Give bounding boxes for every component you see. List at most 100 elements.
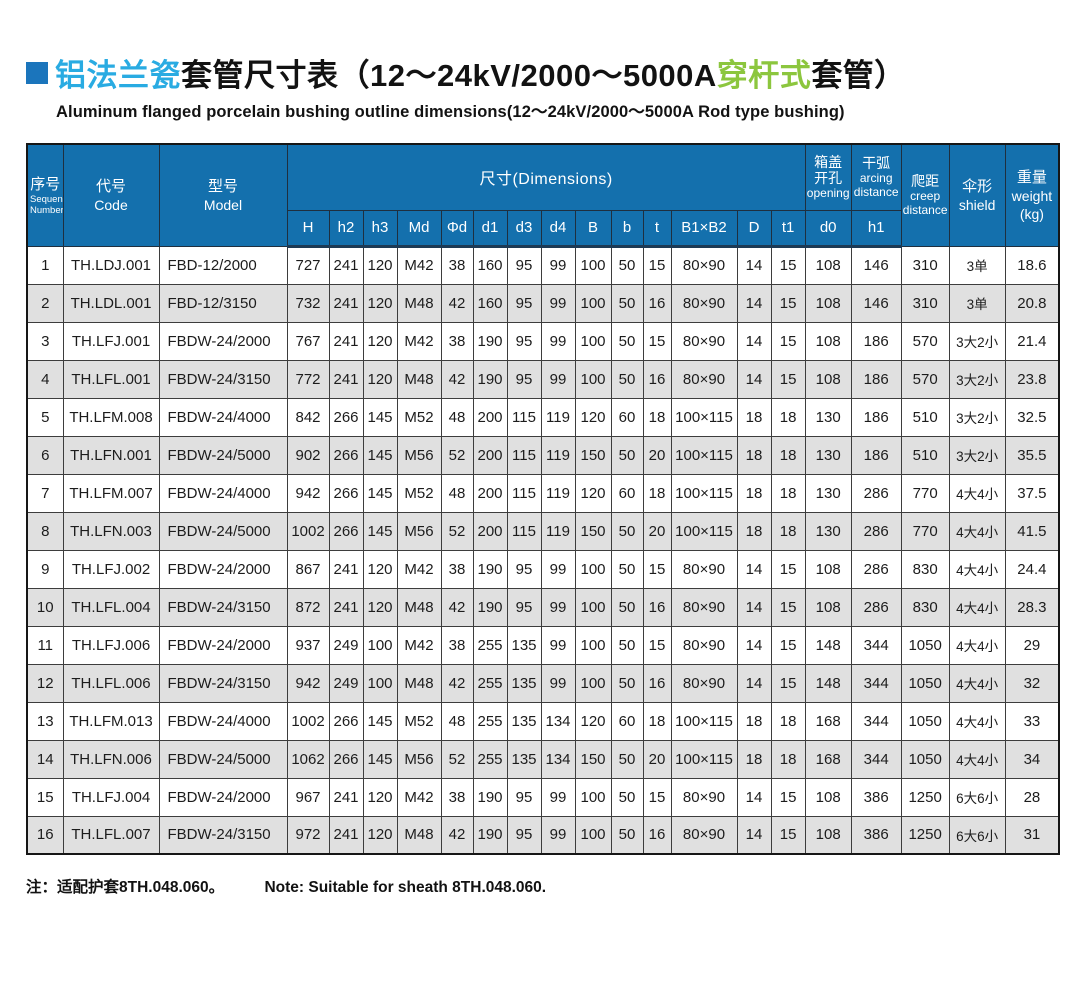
cell-code-row7: TH.LFM.007 (62, 473, 160, 513)
title-zh-mid: 套管尺寸表（12～24kV/2000～5000A (181, 58, 717, 93)
cell-h1-row11: 344 (850, 625, 902, 665)
header-seq-zh: 序号 (30, 175, 61, 193)
cell-model-row12: FBDW-24/3150 (158, 663, 288, 703)
cell-weight-row4: 23.8 (1004, 359, 1060, 399)
header-code-zh: 代号 (95, 177, 126, 195)
cell-t-row7: 18 (642, 473, 672, 513)
cell-t1-row2: 15 (770, 283, 806, 323)
cell-d4-row5: 119 (540, 397, 576, 437)
cell-d3-row11: 135 (506, 625, 542, 665)
cell-weight-row1: 18.6 (1004, 245, 1060, 285)
cell-d1-row13: 255 (472, 701, 508, 741)
cell-h1-row1: 146 (850, 245, 902, 285)
cell-model-row2: FBD-12/3150 (158, 283, 288, 323)
cell-Phid-row4: 42 (440, 359, 474, 399)
cell-Phid-row8: 52 (440, 511, 474, 551)
cell-creep-row16: 1250 (900, 815, 950, 855)
cell-b-row9: 50 (610, 549, 644, 589)
header-sequence-number: 序号 Sequence Number (26, 143, 64, 247)
cell-t-row11: 15 (642, 625, 672, 665)
header-model: 型号 Model (158, 143, 288, 247)
cell-H-row9: 867 (286, 549, 330, 589)
cell-weight-row9: 24.4 (1004, 549, 1060, 589)
cell-D-row14: 18 (736, 739, 772, 779)
header-dimensions-group: 尺寸(Dimensions) (286, 143, 806, 211)
table-row-16: 16 TH.LFL.007 FBDW-24/3150 972 241 120 M48 42 19… (26, 815, 1060, 855)
cell-weight-row8: 41.5 (1004, 511, 1060, 551)
cell-h3-row3: 120 (362, 321, 398, 361)
cell-H-row7: 942 (286, 473, 330, 513)
cell-model-row3: FBDW-24/2000 (158, 321, 288, 361)
cell-b-row10: 50 (610, 587, 644, 627)
header-creep-en2: distance (902, 203, 948, 218)
cell-shield-row10: 4大4小 (948, 587, 1006, 627)
cell-h3-row1: 120 (362, 245, 398, 285)
cell-h2-row13: 266 (328, 701, 364, 741)
cell-d1-row14: 255 (472, 739, 508, 779)
cell-d3-row14: 135 (506, 739, 542, 779)
cell-t1-row11: 15 (770, 625, 806, 665)
cell-b-row1: 50 (610, 245, 644, 285)
cell-b-row3: 50 (610, 321, 644, 361)
cell-creep-row4: 570 (900, 359, 950, 399)
cell-h2-row14: 266 (328, 739, 364, 779)
cell-B1xB2-row5: 100×115 (670, 397, 738, 437)
header-weight: 重量 weight (kg) (1004, 143, 1060, 247)
header-arcing-distance: 干弧 arcing distance (850, 143, 902, 211)
cell-D-row12: 14 (736, 663, 772, 703)
cell-d1-row15: 190 (472, 777, 508, 817)
cell-creep-row10: 830 (900, 587, 950, 627)
header-model-zh: 型号 (207, 177, 238, 195)
cell-h1-row9: 286 (850, 549, 902, 589)
table-row-11: 11 TH.LFJ.006 FBDW-24/2000 937 249 100 M42 38 25… (26, 625, 1060, 665)
cell-Md-row2: M48 (396, 283, 442, 323)
cell-B-row8: 150 (574, 511, 612, 551)
cell-Md-row13: M52 (396, 701, 442, 741)
note-en: Note: Suitable for sheath 8TH.048.060. (264, 879, 547, 896)
header-shield-en: shield (958, 196, 996, 213)
cell-t1-row6: 18 (770, 435, 806, 475)
cell-t-row12: 16 (642, 663, 672, 703)
cell-weight-row15: 28 (1004, 777, 1060, 817)
cell-weight-row5: 32.5 (1004, 397, 1060, 437)
cell-B1xB2-row11: 80×90 (670, 625, 738, 665)
cell-Phid-row1: 38 (440, 245, 474, 285)
cell-d0-row9: 108 (804, 549, 852, 589)
cell-seq-row1: 1 (26, 245, 64, 285)
cell-B1xB2-row7: 100×115 (670, 473, 738, 513)
cell-h2-row16: 241 (328, 815, 364, 855)
cell-d1-row8: 200 (472, 511, 508, 551)
header-weight-en: weight (1011, 187, 1053, 204)
cell-B-row10: 100 (574, 587, 612, 627)
cell-h2-row8: 266 (328, 511, 364, 551)
cell-h2-row11: 249 (328, 625, 364, 665)
header-opening: 箱盖 开孔 opening (804, 143, 852, 211)
header-shield: 伞形 shield (948, 143, 1006, 247)
cell-t1-row9: 15 (770, 549, 806, 589)
cell-H-row4: 772 (286, 359, 330, 399)
cell-B1xB2-row2: 80×90 (670, 283, 738, 323)
cell-d3-row7: 115 (506, 473, 542, 513)
cell-creep-row1: 310 (900, 245, 950, 285)
cell-model-row6: FBDW-24/5000 (158, 435, 288, 475)
cell-d4-row16: 99 (540, 815, 576, 855)
cell-B-row5: 120 (574, 397, 612, 437)
cell-Phid-row6: 52 (440, 435, 474, 475)
cell-t-row4: 16 (642, 359, 672, 399)
cell-d4-row6: 119 (540, 435, 576, 475)
cell-shield-row9: 4大4小 (948, 549, 1006, 589)
subheader-b: b (610, 209, 644, 248)
cell-shield-row16: 6大6小 (948, 815, 1006, 855)
table-row-10: 10 TH.LFL.004 FBDW-24/3150 872 241 120 M48 42 19… (26, 587, 1060, 627)
header-opening-zh2: 开孔 (814, 170, 843, 187)
title-bullet-square-icon (26, 61, 48, 84)
cell-h3-row6: 145 (362, 435, 398, 475)
header-arcing-zh: 干弧 (862, 155, 891, 172)
cell-h1-row2: 146 (850, 283, 902, 323)
cell-t1-row13: 18 (770, 701, 806, 741)
cell-h2-row7: 266 (328, 473, 364, 513)
cell-H-row10: 872 (286, 587, 330, 627)
table-row-4: 4 TH.LFL.001 FBDW-24/3150 772 241 120 M48 42 190… (26, 359, 1060, 399)
cell-weight-row7: 37.5 (1004, 473, 1060, 513)
table-row-9: 9 TH.LFJ.002 FBDW-24/2000 867 241 120 M42 38 190… (26, 549, 1060, 589)
